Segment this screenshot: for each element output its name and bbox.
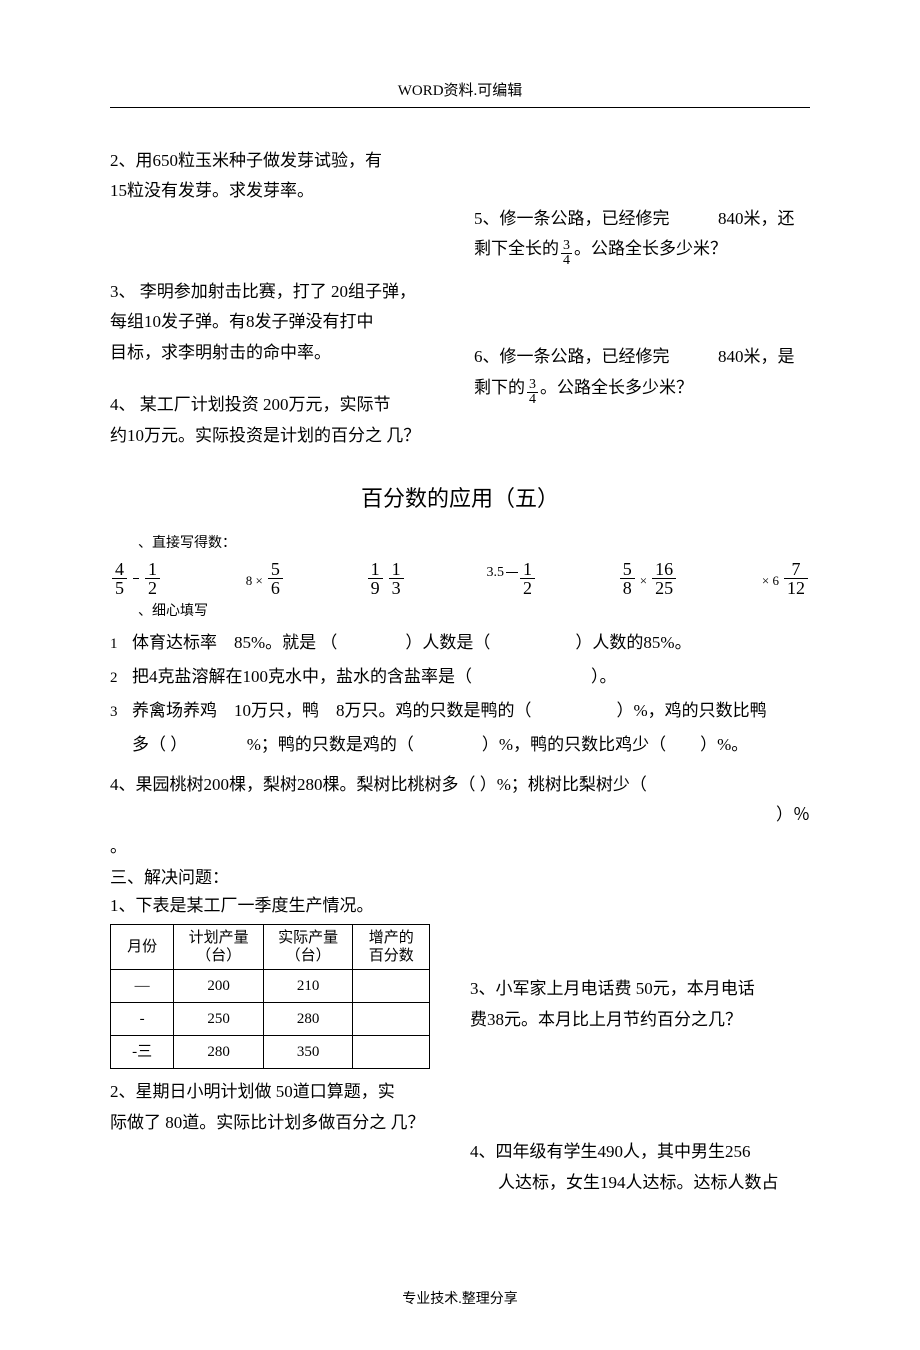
text: 2、用650粒玉米种子做发芽试验，有: [110, 151, 382, 170]
text: 5、修一条公路，已经修完: [474, 209, 670, 228]
bottom-right-col: 3、小军家上月电话费 50元，本月电话 费38元。本月比上月节约百分之几？ 4、…: [470, 924, 810, 1198]
text: 约10万元。实际投资是计划的百分之 几？: [110, 426, 420, 445]
eq-1: 8 × 56: [243, 560, 285, 597]
fraction: 34: [561, 239, 572, 268]
fill-blank-list: 1 体育达标率 85%。就是 （ ）人数是（ ）人数的85%。 2 把4克盐溶解…: [110, 626, 810, 762]
top-problems: 2、用650粒玉米种子做发芽试验，有 15粒没有发芽。求发芽率。 3、 李明参加…: [110, 146, 810, 452]
table-row: - 250 280: [111, 1003, 430, 1036]
text: 。公路全长多少米？: [540, 378, 693, 397]
text: 3、小军家上月电话费 50元，本月电话: [470, 979, 755, 998]
production-table: 月份 计划产量（台） 实际产量（台） 增产的百分数 — 200 210 - 25…: [110, 924, 430, 1069]
text: 养禽场养鸡 10万只，鸭 8万只。鸡的只数是鸭的（ ）%，鸡的只数比鸭: [132, 694, 810, 728]
section-title: 百分数的应用（五）: [110, 482, 810, 515]
text: 4、四年级有学生490人，其中男生256: [470, 1142, 751, 1161]
top-right-col: 5、修一条公路，已经修完 840米，还 剩下全长的34。公路全长多少米？ 6、修…: [474, 146, 810, 452]
text: 人达标，女生194人达标。达标人数占: [470, 1173, 779, 1192]
th-act: 实际产量（台）: [263, 925, 353, 970]
idx: 3: [110, 697, 132, 727]
text: 。公路全长多少米？: [574, 239, 727, 258]
idx: 1: [110, 629, 132, 659]
eq-5: × 6 712: [759, 560, 810, 597]
text: 2、星期日小明计划做 50道口算题，实: [110, 1082, 395, 1101]
problem-2: 2、用650粒玉米种子做发芽试验，有 15粒没有发芽。求发芽率。: [110, 146, 446, 207]
bottom-prob-3: 3、小军家上月电话费 50元，本月电话 费38元。本月比上月节约百分之几？: [470, 974, 810, 1035]
period: 。: [110, 834, 810, 860]
part1-label: 、直接写得数：: [138, 533, 810, 554]
bottom-prob-4: 4、四年级有学生490人，其中男生256 人达标，女生194人达标。达标人数占: [470, 1137, 810, 1198]
fill-item-1: 1 体育达标率 85%。就是 （ ）人数是（ ）人数的85%。: [110, 626, 810, 660]
text: 目标，求李明射击的命中率。: [110, 343, 331, 362]
text: 际做了 80道。实际比计划多做百分之 几？: [110, 1113, 425, 1132]
fill-item-3: 3 养禽场养鸡 10万只，鸭 8万只。鸡的只数是鸭的（ ）%，鸡的只数比鸭: [110, 694, 810, 728]
footer-text: 专业技术.整理分享: [110, 1289, 810, 1310]
text: 840米，还: [718, 209, 795, 228]
percent-trail: ）％: [110, 802, 810, 828]
problem-5: 5、修一条公路，已经修完 840米，还 剩下全长的34。公路全长多少米？: [474, 204, 810, 269]
part2-label: 、细心填写: [138, 601, 810, 622]
text: 剩下全长的: [474, 239, 559, 258]
th-plan: 计划产量（台）: [174, 925, 264, 970]
text: 15粒没有发芽。求发芽率。: [110, 181, 314, 200]
eq-4: 58 × 1625: [618, 560, 678, 597]
part3-sub: 1、下表是某工厂一季度生产情况。: [110, 893, 810, 919]
eq-2: 19 13: [366, 560, 406, 597]
header-text: WORD资料.可编辑: [110, 80, 810, 103]
header-line: [110, 107, 810, 108]
idx: 2: [110, 663, 132, 693]
eq-3: 3.5 12: [486, 560, 537, 597]
text: 每组10发子弹。有8发子弹没有打中: [110, 312, 374, 331]
text: 体育达标率 85%。就是 （ ）人数是（ ）人数的85%。: [132, 626, 810, 660]
fill-item-4: 4、果园桃树200棵，梨树280棵。梨树比桃树多（ ）%；桃树比梨树少（: [110, 770, 810, 801]
top-left-col: 2、用650粒玉米种子做发芽试验，有 15粒没有发芽。求发芽率。 3、 李明参加…: [110, 146, 446, 452]
problem-4: 4、 某工厂计划投资 200万元，实际节 约10万元。实际投资是计划的百分之 几…: [110, 390, 446, 451]
text: 费38元。本月比上月节约百分之几？: [470, 1010, 742, 1029]
th-inc: 增产的百分数: [353, 925, 430, 970]
fraction: 34: [527, 378, 538, 407]
bottom-left-col: 月份 计划产量（台） 实际产量（台） 增产的百分数 — 200 210 - 25…: [110, 924, 430, 1160]
fill-item-3b: 多（ ） %；鸭的只数是鸡的（ ）%，鸭的只数比鸡少（ ）%。: [110, 728, 810, 762]
text: 4、 某工厂计划投资 200万元，实际节: [110, 395, 391, 414]
bottom-prob-2: 2、星期日小明计划做 50道口算题，实 际做了 80道。实际比计划多做百分之 几…: [110, 1077, 430, 1138]
th-month: 月份: [111, 925, 174, 970]
part3-label: 三、解决问题：: [110, 865, 810, 891]
eq-0: 45 12: [110, 560, 162, 597]
table-header: 月份 计划产量（台） 实际产量（台） 增产的百分数: [111, 925, 430, 970]
problem-6: 6、修一条公路，已经修完 840米，是 剩下的34。公路全长多少米？: [474, 342, 810, 407]
text: 6、修一条公路，已经修完: [474, 347, 670, 366]
text: 把4克盐溶解在100克水中，盐水的含盐率是（ ）。: [132, 660, 810, 694]
fill-item-2: 2 把4克盐溶解在100克水中，盐水的含盐率是（ ）。: [110, 660, 810, 694]
table-row: — 200 210: [111, 970, 430, 1003]
equation-row: 45 12 8 × 56 19 13 3.5 12 58 × 1625 × 6 …: [110, 560, 810, 597]
text: 840米，是: [718, 347, 795, 366]
text: 多（ ） %；鸭的只数是鸡的（ ）%，鸭的只数比鸡少（ ）%。: [132, 728, 810, 762]
table-row: -三 280 350: [111, 1036, 430, 1069]
text: 3、 李明参加射击比赛，打了 20组子弹，: [110, 282, 416, 301]
text: 剩下的: [474, 378, 525, 397]
problem-3: 3、 李明参加射击比赛，打了 20组子弹， 每组10发子弹。有8发子弹没有打中 …: [110, 277, 446, 369]
